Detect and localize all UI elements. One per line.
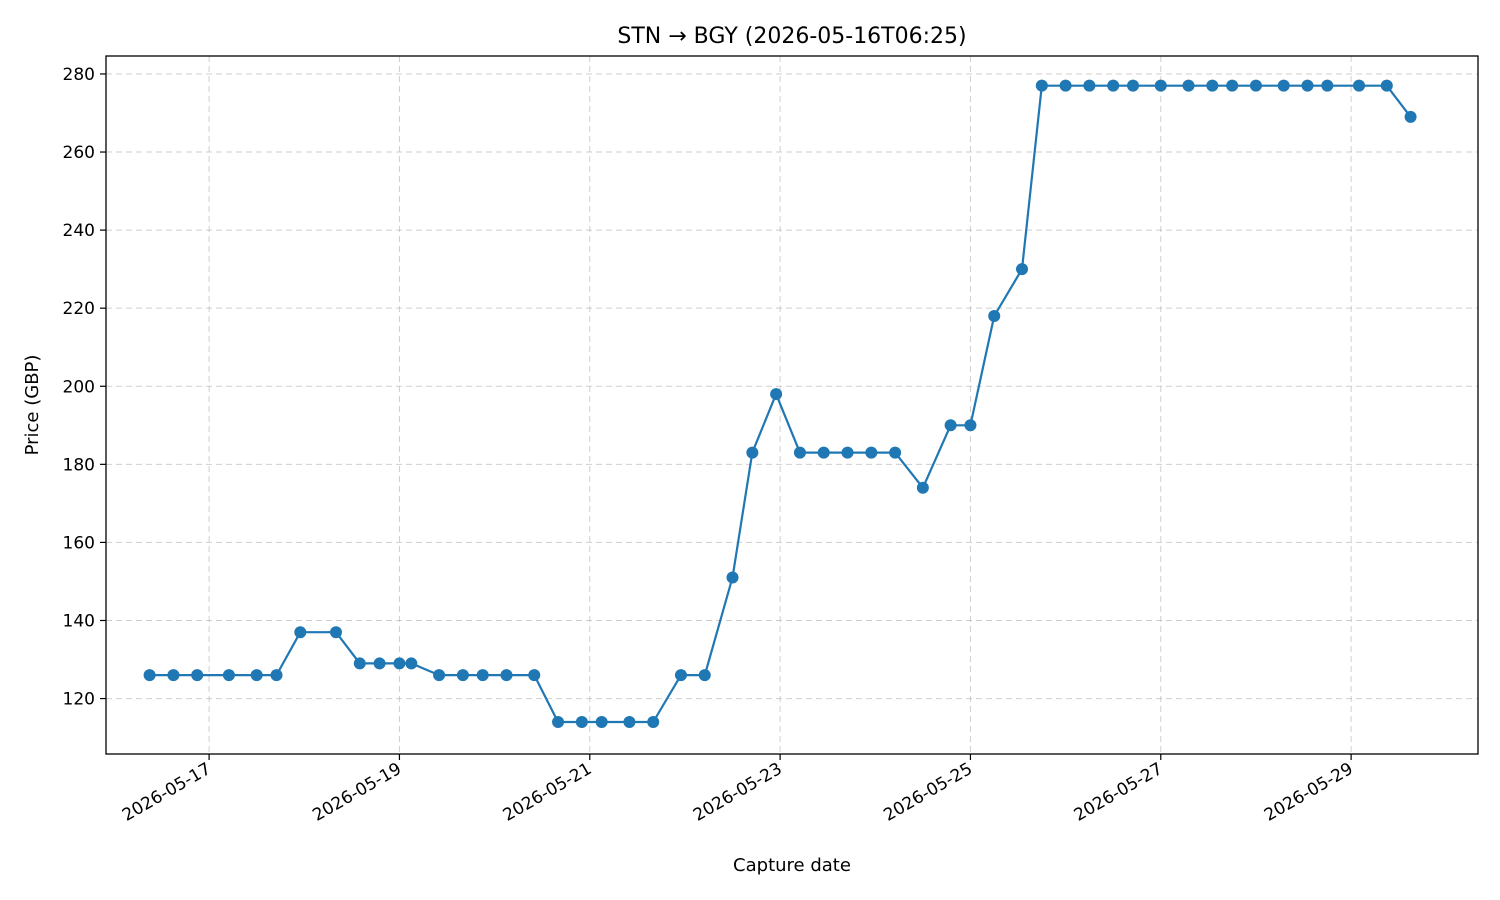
- y-tick-label: 280: [63, 65, 95, 85]
- data-point: [456, 669, 469, 682]
- chart-title: STN → BGY (2026-05-16T06:25): [617, 24, 966, 49]
- data-point: [1035, 79, 1048, 92]
- data-point: [294, 626, 307, 639]
- plot-frame: [105, 55, 1479, 755]
- data-point: [222, 669, 235, 682]
- data-point: [167, 669, 180, 682]
- data-point: [988, 309, 1001, 322]
- data-point: [964, 419, 977, 432]
- data-point: [329, 626, 342, 639]
- data-point: [647, 715, 660, 728]
- data-point: [1321, 79, 1334, 92]
- data-point: [1182, 79, 1195, 92]
- grid-lines: [106, 56, 1478, 754]
- y-tick-label: 160: [63, 533, 95, 553]
- y-tick-label: 200: [63, 377, 95, 397]
- data-point: [500, 669, 513, 682]
- data-point: [1127, 79, 1140, 92]
- data-point: [552, 715, 565, 728]
- y-tick-label: 140: [63, 611, 95, 631]
- data-point: [433, 669, 446, 682]
- data-point: [405, 657, 418, 670]
- data-point: [944, 419, 957, 432]
- data-point: [393, 657, 406, 670]
- data-point: [916, 481, 929, 494]
- y-tick-label: 220: [63, 299, 95, 319]
- y-tick-label: 180: [63, 455, 95, 475]
- data-point: [191, 669, 204, 682]
- data-point: [865, 446, 878, 459]
- data-point: [1380, 79, 1393, 92]
- data-point: [143, 669, 156, 682]
- data-point: [1404, 110, 1417, 123]
- data-point: [528, 669, 541, 682]
- x-axis-label: Capture date: [733, 855, 851, 876]
- data-point: [1226, 79, 1239, 92]
- data-point: [1154, 79, 1167, 92]
- data-point: [841, 446, 854, 459]
- data-point: [373, 657, 386, 670]
- data-point: [726, 571, 739, 584]
- data-point: [1249, 79, 1262, 92]
- data-point: [270, 669, 283, 682]
- data-point: [698, 669, 711, 682]
- data-point: [1206, 79, 1219, 92]
- data-point: [746, 446, 759, 459]
- data-point: [353, 657, 366, 670]
- data-point: [817, 446, 830, 459]
- y-tick-label: 240: [63, 221, 95, 241]
- y-tick-label: 120: [63, 690, 95, 710]
- data-point: [250, 669, 263, 682]
- data-point: [476, 669, 489, 682]
- data-point: [623, 715, 636, 728]
- series-group: [143, 79, 1417, 728]
- y-tick-label: 260: [63, 143, 95, 163]
- data-point: [575, 715, 588, 728]
- data-point: [674, 669, 687, 682]
- y-axis-label: Price (GBP): [22, 355, 43, 456]
- data-point: [889, 446, 902, 459]
- y-axis-ticks: 120 140 160 180 200 220 240 260 280: [63, 65, 106, 710]
- data-point: [770, 388, 783, 401]
- data-point: [1015, 263, 1028, 276]
- data-point: [1353, 79, 1366, 92]
- data-point: [1083, 79, 1096, 92]
- data-point: [793, 446, 806, 459]
- data-point: [1059, 79, 1072, 92]
- data-point: [595, 715, 608, 728]
- data-point: [1107, 79, 1120, 92]
- data-point: [1301, 79, 1314, 92]
- data-point: [1277, 79, 1290, 92]
